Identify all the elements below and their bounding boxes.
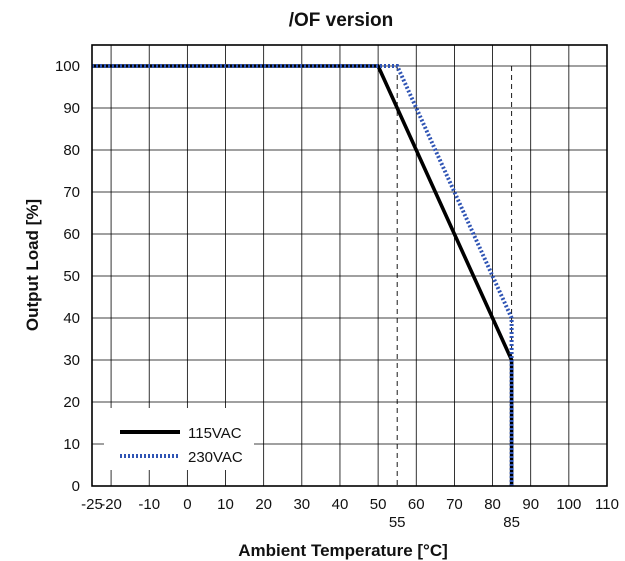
series-lines [92, 64, 514, 486]
x-tick-label: 50 [370, 496, 387, 513]
x-tick-label: 100 [556, 496, 581, 513]
legend: 115VAC 230VAC [104, 408, 254, 470]
y-tick-label: 40 [63, 310, 80, 327]
x-tick-label: -20 [100, 496, 122, 513]
reference-lines [396, 66, 513, 486]
x-tick-label: 0 [183, 496, 191, 513]
y-tick-label: 80 [63, 142, 80, 159]
x-tick-label: 40 [332, 496, 349, 513]
x-tick-labels: -25-20 -10 0 10 20 30 40 50 60 70 80 90 100 110 55 85 [81, 496, 619, 531]
x-tick-label: 60 [408, 496, 425, 513]
y-axis-label: Output Load [%] [23, 199, 42, 331]
grid [92, 45, 607, 486]
y-tick-label: 30 [63, 352, 80, 369]
plot-frame [91, 44, 608, 487]
legend-box [104, 408, 254, 470]
x-tick-label: -10 [138, 496, 160, 513]
chart-title: /OF version [289, 10, 394, 31]
x-extra-tick-label: 55 [389, 514, 406, 531]
x-extra-tick-label: 85 [503, 514, 520, 531]
series-line-115vac [92, 64, 514, 486]
x-tick-label: 80 [484, 496, 501, 513]
x-tick-label: 10 [217, 496, 234, 513]
y-tick-label: 10 [63, 436, 80, 453]
y-tick-label: 100 [55, 58, 80, 75]
y-tick-label: 50 [63, 268, 80, 285]
y-tick-label: 90 [63, 100, 80, 117]
x-axis-label: Ambient Temperature [°C] [238, 541, 448, 560]
x-tick-label: 20 [255, 496, 272, 513]
series-line-230vac [92, 64, 514, 486]
x-tick-label: -25 [81, 496, 103, 513]
legend-label-115vac: 115VAC [188, 425, 242, 442]
x-tick-label: 90 [522, 496, 539, 513]
x-tick-label: 70 [446, 496, 463, 513]
y-tick-label: 0 [72, 478, 80, 495]
y-tick-labels: 0 10 20 30 40 50 60 70 80 90 100 [55, 58, 80, 495]
x-tick-label: 30 [293, 496, 310, 513]
y-tick-label: 70 [63, 184, 80, 201]
y-tick-label: 20 [63, 394, 80, 411]
legend-label-230vac: 230VAC [188, 449, 243, 466]
y-tick-label: 60 [63, 226, 80, 243]
x-tick-label: 110 [595, 496, 619, 513]
